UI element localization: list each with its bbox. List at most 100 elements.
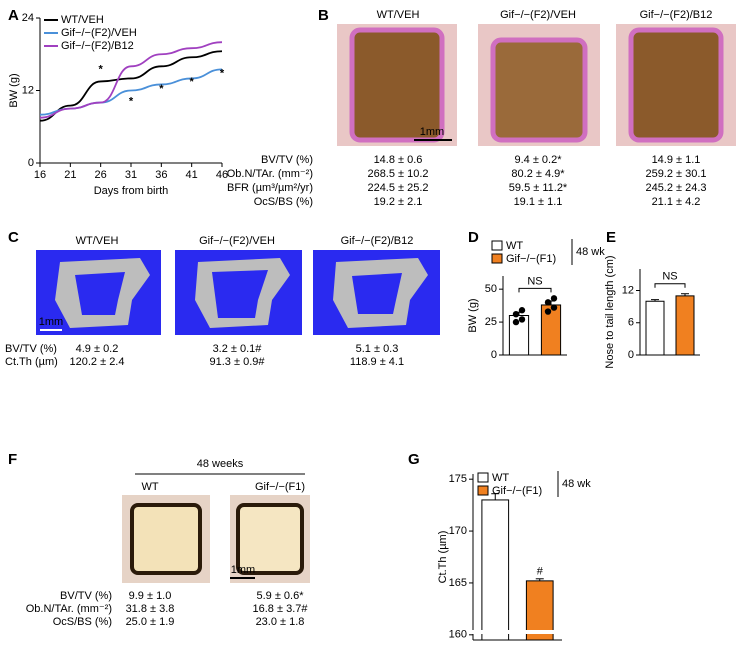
table-value: 23.0 ± 1.8 <box>256 616 305 628</box>
table-value: 91.3 ± 0.9# <box>210 356 266 368</box>
panel-label: D <box>468 229 479 246</box>
table-value: 21.1 ± 4.2 <box>652 196 701 208</box>
table-value: 9.4 ± 0.2* <box>514 154 562 166</box>
data-point <box>518 307 526 314</box>
table-value: 224.5 ± 25.2 <box>367 182 428 194</box>
column-title: WT/VEH <box>377 9 420 21</box>
data-point <box>512 318 520 326</box>
column-title: WT <box>141 481 158 493</box>
legend-label: Gif−/−(F1) <box>506 253 556 265</box>
panel-label: B <box>318 7 329 24</box>
panel-label: C <box>8 229 19 246</box>
row-label: BV/TV (%) <box>60 590 112 602</box>
table-value: 4.9 ± 0.2 <box>76 343 119 355</box>
annotation: # <box>537 566 544 578</box>
scale-bar-label: 1mm <box>39 316 63 328</box>
series-line <box>39 41 223 119</box>
column-title: Gif−/−(F2)/VEH <box>199 235 275 247</box>
table-value: 59.5 ± 11.2* <box>509 182 568 194</box>
y-tick-label: 25 <box>485 316 497 328</box>
panel-label: G <box>408 451 420 468</box>
row-label: Ct.Th (µm) <box>5 356 58 368</box>
y-tick-label: 175 <box>449 473 467 485</box>
y-axis-label: BW (g) <box>467 298 479 332</box>
table-value: 19.2 ± 2.1 <box>374 196 423 208</box>
row-label: OcS/BS (%) <box>254 196 313 208</box>
x-tick-label: 31 <box>125 169 137 181</box>
y-tick-label: 12 <box>622 284 634 296</box>
y-tick-label: 6 <box>628 317 634 329</box>
significance-bracket <box>654 283 686 288</box>
y-tick-label: 12 <box>22 84 34 96</box>
row-label: BV/TV (%) <box>261 154 313 166</box>
histology-images-f <box>122 473 310 583</box>
data-point <box>544 299 552 306</box>
table-value: 14.9 ± 1.1 <box>652 154 701 166</box>
table-value: 120.2 ± 2.4 <box>70 356 125 368</box>
significance-label: NS <box>662 271 677 283</box>
x-tick-label: 26 <box>95 169 107 181</box>
y-tick-label: 165 <box>449 577 467 589</box>
y-tick-label: 160 <box>449 629 467 641</box>
x-axis-label: Days from birth <box>94 185 169 197</box>
table-value: 245.2 ± 24.3 <box>645 182 706 194</box>
table-value: 118.9 ± 4.1 <box>350 356 404 368</box>
y-tick-label: 170 <box>449 525 467 537</box>
column-title: Gif−/−(F2)/VEH <box>500 9 576 21</box>
row-label: Ob.N/TAr. (mm⁻²) <box>26 603 112 615</box>
data-point <box>518 316 526 323</box>
legend-note: 48 wk <box>562 478 591 490</box>
y-tick-label: 50 <box>485 283 497 295</box>
row-label: Ob.N/TAr. (mm⁻²) <box>227 168 313 180</box>
y-tick-label: 24 <box>22 12 34 24</box>
x-tick-label: 41 <box>186 169 198 181</box>
table-header: 48 weeks <box>197 458 244 470</box>
x-tick-label: 46 <box>216 169 228 181</box>
legend-label: Gif−/−(F2)/B12 <box>61 40 134 52</box>
table-value: 9.9 ± 1.0 <box>129 590 172 602</box>
y-axis-label: Ct.Th (µm) <box>437 531 449 584</box>
table-value: 25.0 ± 1.9 <box>126 616 175 628</box>
table-value: 80.2 ± 4.9* <box>511 168 565 180</box>
table-value: 19.1 ± 1.1 <box>514 196 563 208</box>
table-value: 31.8 ± 3.8 <box>126 603 175 615</box>
y-tick-label: 0 <box>28 157 34 169</box>
legend-note: 48 wk <box>576 246 605 258</box>
scale-bar-label: 1mm <box>420 126 444 138</box>
series-line <box>39 68 223 116</box>
table-value: 259.2 ± 30.1 <box>645 168 706 180</box>
panel-label: F <box>8 451 17 468</box>
significance-bracket <box>518 287 552 293</box>
row-label: OcS/BS (%) <box>53 616 112 628</box>
legend-label: WT <box>506 240 523 252</box>
annotation: * <box>190 76 195 88</box>
table-value: 268.5 ± 10.2 <box>367 168 428 180</box>
column-title: WT/VEH <box>76 235 119 247</box>
bar <box>481 499 510 641</box>
legend-label: Gif−/−(F2)/VEH <box>61 27 137 39</box>
table-value: 5.9 ± 0.6* <box>256 590 304 602</box>
annotation: * <box>99 63 104 75</box>
series-line <box>39 50 223 122</box>
annotation: * <box>159 83 164 95</box>
legend-label: WT <box>492 472 509 484</box>
legend-swatch <box>477 472 489 483</box>
y-axis-label: BW (g) <box>8 73 20 107</box>
scale-bar-label: 1mm <box>231 564 255 576</box>
legend-label: WT/VEH <box>61 14 104 26</box>
data-point <box>544 308 552 315</box>
histology-images-b <box>337 24 736 146</box>
legend-swatch <box>477 485 489 496</box>
bar <box>645 300 665 356</box>
axis-break <box>467 630 564 634</box>
bar <box>675 295 695 356</box>
microct-images-c <box>36 250 440 335</box>
legend-label: Gif−/−(F1) <box>492 485 542 497</box>
data-point <box>512 310 520 318</box>
column-title: Gif−/−(F2)/B12 <box>640 9 713 21</box>
table-value: 16.8 ± 3.7# <box>253 603 309 615</box>
y-tick-label: 0 <box>628 349 634 361</box>
annotation: * <box>129 95 134 107</box>
data-point <box>550 295 558 302</box>
